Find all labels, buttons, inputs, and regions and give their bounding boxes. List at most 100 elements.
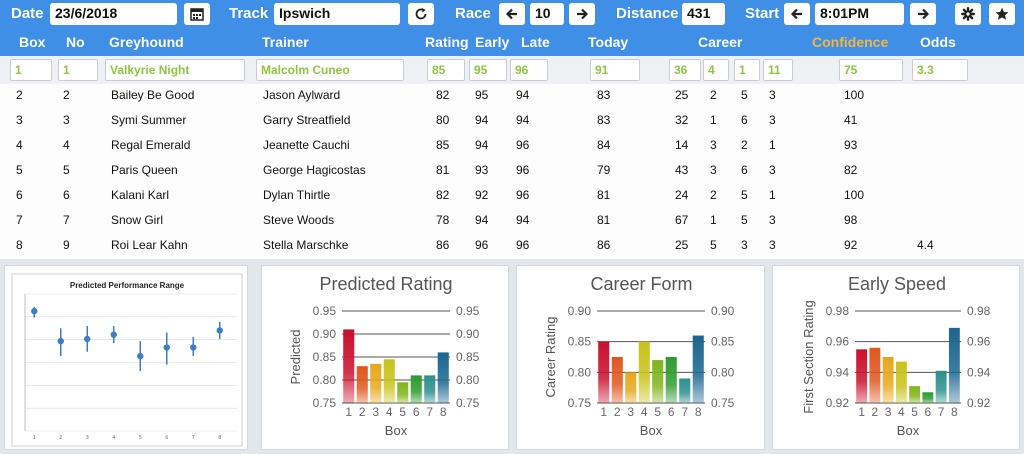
cell-career-3rd: 3 xyxy=(769,213,776,227)
date-label: Date xyxy=(11,5,44,22)
race-next-button[interactable] xyxy=(569,3,595,25)
x-axis-label: Box xyxy=(385,423,408,438)
cell-early: 92 xyxy=(475,188,489,202)
selected-rating[interactable]: 85 xyxy=(427,59,465,81)
calendar-button[interactable] xyxy=(184,3,210,25)
cell-career-starts: 25 xyxy=(675,88,689,102)
x-tick: 5 xyxy=(911,405,918,419)
performance-range-chart: Predicted Performance Range 1 2 3 4 5 6 7 8 xyxy=(11,273,243,447)
col-odds[interactable]: Odds xyxy=(920,34,956,50)
cell-today: 79 xyxy=(597,163,611,177)
col-box[interactable]: Box xyxy=(19,34,46,50)
cell-confidence: 93 xyxy=(844,138,858,152)
cell-career-starts: 32 xyxy=(675,113,689,127)
selected-odds[interactable]: 3.3 xyxy=(912,59,968,81)
race-input[interactable]: 10 xyxy=(530,3,564,25)
refresh-button[interactable] xyxy=(408,3,434,25)
x-tick: 7 xyxy=(426,405,433,419)
table-row[interactable]: 7 7 Snow Girl Steve Woods 78 94 94 81 67… xyxy=(0,208,1024,233)
bar-box-4 xyxy=(895,361,907,403)
selected-late[interactable]: 96 xyxy=(510,59,548,81)
y-axis-label: Predicted xyxy=(288,330,303,385)
early-speed-chart: Early Speed 0.92 0.92 0.94 0.94 0.96 0.96 0.98 0… xyxy=(801,274,991,438)
selected-career-starts[interactable]: 36 xyxy=(669,59,701,81)
bar-box-1 xyxy=(856,349,868,403)
calendar-icon xyxy=(190,8,204,21)
bar-box-8 xyxy=(437,352,449,403)
y-tick-left: 0.94 xyxy=(826,365,850,379)
cell-career-starts: 24 xyxy=(675,188,689,202)
career-form-chart: Career Form 0.75 0.75 0.80 0.80 0.85 0.85 0.90 0… xyxy=(543,274,735,438)
x-tick: 1 xyxy=(345,405,352,419)
table-row[interactable]: 5 5 Paris Queen George Hagicostas 81 93 … xyxy=(0,158,1024,183)
cell-late: 96 xyxy=(516,238,530,252)
selected-career-1st[interactable]: 4 xyxy=(703,59,729,81)
race-label: Race xyxy=(455,5,491,22)
x-axis-label: Box xyxy=(897,423,920,438)
y-tick-left: 0.98 xyxy=(826,304,850,318)
x-tick: 4 xyxy=(112,435,115,441)
cell-today: 81 xyxy=(597,213,611,227)
start-next-button[interactable] xyxy=(910,3,936,25)
cell-rating: 78 xyxy=(436,213,450,227)
favourite-button[interactable] xyxy=(989,3,1015,25)
cell-career-3rd: 1 xyxy=(769,138,776,152)
col-greyhound[interactable]: Greyhound xyxy=(109,34,184,50)
start-time-input[interactable]: 8:01PM xyxy=(815,3,904,25)
date-input[interactable]: 23/6/2018 xyxy=(50,3,177,25)
start-prev-button[interactable] xyxy=(784,3,810,25)
selected-career-3rd[interactable]: 11 xyxy=(763,59,793,81)
x-tick: 8 xyxy=(951,405,958,419)
col-confidence[interactable]: Confidence xyxy=(812,34,889,50)
cell-early: 93 xyxy=(475,163,489,177)
cell-late: 94 xyxy=(516,213,530,227)
selected-career-2nd[interactable]: 1 xyxy=(734,59,760,81)
col-today[interactable]: Today xyxy=(588,34,629,50)
x-tick: 4 xyxy=(898,405,905,419)
cell-rating: 80 xyxy=(436,113,450,127)
selected-today[interactable]: 91 xyxy=(590,59,640,81)
table-row[interactable]: 6 6 Kalani Karl Dylan Thirtle 82 92 96 8… xyxy=(0,183,1024,208)
arrow-left-icon xyxy=(505,8,517,20)
table-row[interactable]: 3 3 Symi Summer Garry Streatfield 80 94 … xyxy=(0,108,1024,133)
selected-trainer[interactable]: Malcolm Cuneo xyxy=(256,59,404,81)
arrow-left-icon xyxy=(790,8,802,20)
cell-greyhound: Symi Summer xyxy=(111,113,187,127)
career-form-card: Career Form 0.75 0.75 0.80 0.80 0.85 0.85 0.90 0… xyxy=(516,265,765,450)
cell-early: 96 xyxy=(475,238,489,252)
y-tick-right: 0.75 xyxy=(456,396,480,410)
selected-early[interactable]: 95 xyxy=(469,59,507,81)
race-prev-button[interactable] xyxy=(499,3,525,25)
table-row[interactable]: 2 2 Bailey Be Good Jason Aylward 82 95 9… xyxy=(0,83,1024,108)
y-tick-left: 0.90 xyxy=(568,304,592,318)
cell-early: 94 xyxy=(475,138,489,152)
distance-input[interactable]: 431 xyxy=(682,3,725,25)
col-early[interactable]: Early xyxy=(475,34,510,50)
selected-row[interactable]: 1 1 Valkyrie Night Malcolm Cuneo 85 95 9… xyxy=(0,56,1024,84)
table-row[interactable]: 8 9 Roi Lear Kahn Stella Marschke 86 96 … xyxy=(0,233,1024,258)
col-late[interactable]: Late xyxy=(521,34,550,50)
bar-box-3 xyxy=(882,357,894,403)
table-row[interactable]: 4 4 Regal Emerald Jeanette Cauchi 85 94 … xyxy=(0,133,1024,158)
col-career[interactable]: Career xyxy=(698,34,743,50)
col-trainer[interactable]: Trainer xyxy=(262,34,309,50)
col-no[interactable]: No xyxy=(66,34,85,50)
y-tick-left: 0.85 xyxy=(568,335,592,349)
selected-no[interactable]: 1 xyxy=(58,59,98,81)
y-tick-right: 0.80 xyxy=(711,365,735,379)
selected-confidence[interactable]: 75 xyxy=(839,59,903,81)
selected-greyhound[interactable]: Valkyrie Night xyxy=(105,59,245,81)
x-tick: 5 xyxy=(399,405,406,419)
predicted-rating-card: Predicted Rating 0.75 0.75 0.80 0.80 0.85 0.85… xyxy=(261,265,509,450)
col-rating[interactable]: Rating xyxy=(425,34,469,50)
point-box-7 xyxy=(190,344,197,351)
cell-confidence: 100 xyxy=(844,88,865,102)
cell-career-1st: 2 xyxy=(710,88,717,102)
selected-box[interactable]: 1 xyxy=(10,59,52,81)
y-tick-left: 0.75 xyxy=(313,396,337,410)
bar-box-4 xyxy=(383,359,395,403)
bar-box-8 xyxy=(948,327,960,403)
track-input[interactable]: Ipswich xyxy=(274,3,400,25)
x-tick: 6 xyxy=(668,405,675,419)
settings-button[interactable] xyxy=(955,3,981,25)
